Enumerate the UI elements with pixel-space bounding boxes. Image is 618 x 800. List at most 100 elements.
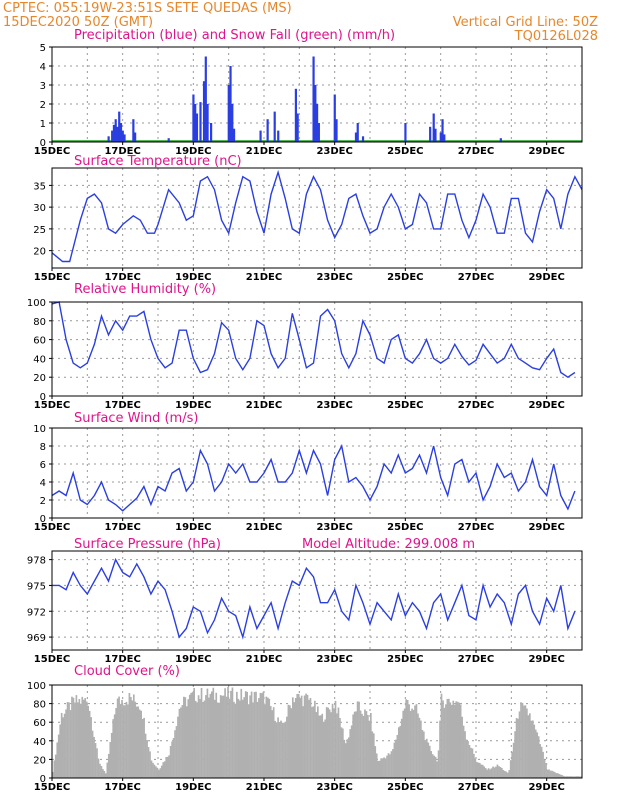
- cloud-bar: [289, 705, 291, 778]
- cloud-bar: [79, 703, 82, 778]
- cloud-bar: [297, 693, 300, 778]
- cloud-bar: [493, 767, 496, 778]
- cloud-bar: [461, 716, 463, 778]
- cloud-bar: [383, 757, 385, 778]
- cloud-bar: [85, 701, 88, 778]
- cloud-bar: [580, 776, 583, 778]
- cloud-bar: [464, 731, 466, 778]
- precip-bar: [118, 111, 121, 142]
- x-tick-label: 15DEC: [34, 146, 70, 157]
- cloud-bar: [314, 700, 316, 778]
- y-tick-label: 0: [40, 138, 46, 149]
- cloud-bar: [378, 760, 381, 778]
- x-tick-label: 23DEC: [316, 272, 352, 283]
- cloud-bar: [445, 704, 447, 778]
- panel-title: Surface Wind (m/s): [74, 411, 198, 426]
- cloud-bar: [206, 688, 209, 778]
- cloud-bar: [554, 772, 556, 778]
- y-tick-label: 4: [40, 62, 46, 73]
- cloud-bar: [308, 699, 310, 778]
- cloud-bar: [418, 717, 421, 778]
- x-tick-label: 21DEC: [246, 522, 282, 533]
- cloud-bar: [147, 747, 150, 778]
- cloud-bar: [434, 756, 437, 778]
- cloud-bar: [548, 769, 550, 778]
- cloud-bar: [138, 709, 141, 778]
- cloud-bar: [252, 702, 254, 778]
- cloud-bar: [112, 719, 115, 778]
- cloud-bar: [140, 710, 143, 778]
- precip-bar: [443, 134, 446, 142]
- cloud-bar: [56, 742, 59, 778]
- cloud-bar: [561, 775, 564, 778]
- x-tick-label: 21DEC: [246, 400, 282, 411]
- panel-2: 20 25 30 35 15DEC 17DEC 19DEC 21DEC 23DEC 25DEC 27…: [33, 154, 583, 283]
- cloud-bar: [556, 773, 559, 778]
- x-tick-label: 25DEC: [387, 654, 423, 665]
- cloud-bar: [303, 695, 306, 778]
- cloud-bar: [476, 761, 478, 778]
- y-tick-label: 60: [33, 336, 46, 347]
- cloud-bar: [118, 696, 120, 778]
- y-tick-label: 25: [33, 225, 46, 236]
- cloud-bar: [503, 770, 506, 778]
- cloud-bar: [109, 741, 112, 778]
- cloud-bar: [474, 758, 477, 778]
- cloud-bar: [499, 767, 502, 778]
- cloud-bar: [549, 770, 552, 778]
- cloud-bar: [106, 762, 109, 778]
- precip-bar: [333, 94, 336, 142]
- series-line: [51, 443, 576, 512]
- cloud-bar: [291, 697, 294, 778]
- cloud-bar: [191, 692, 194, 778]
- x-tick-label: 17DEC: [104, 400, 140, 411]
- x-tick-label: 15DEC: [34, 782, 70, 793]
- cloud-bar: [296, 693, 299, 778]
- cloud-bar: [153, 764, 156, 778]
- precip-bar: [441, 119, 444, 142]
- x-tick-label: 17DEC: [104, 782, 140, 793]
- cloud-bar: [362, 715, 365, 778]
- cloud-bar: [225, 696, 228, 778]
- cloud-bar: [462, 725, 465, 778]
- cloud-bar: [545, 763, 547, 778]
- cloud-bar: [135, 706, 138, 778]
- precip-bar: [277, 130, 280, 142]
- cloud-bar: [193, 688, 196, 778]
- cloud-bar: [412, 709, 415, 778]
- cloud-bar: [124, 705, 126, 778]
- cloud-bar: [171, 741, 173, 778]
- cloud-bar: [290, 708, 293, 778]
- cloud-bar: [66, 701, 69, 778]
- cloud-bar: [100, 766, 103, 778]
- cloud-bar: [115, 708, 117, 778]
- x-tick-label: 15DEC: [34, 272, 70, 283]
- cloud-bar: [216, 702, 219, 778]
- precip-bar: [354, 132, 358, 142]
- y-tick-label: 100: [27, 681, 46, 692]
- cloud-bar: [72, 697, 75, 778]
- y-tick-label: 20: [33, 755, 46, 766]
- cloud-bar: [450, 704, 453, 778]
- cloud-bar: [284, 721, 287, 778]
- cloud-bar: [156, 767, 159, 778]
- cloud-bar: [577, 776, 580, 778]
- cloud-bar: [509, 760, 512, 778]
- cloud-bar: [57, 734, 60, 778]
- cloud-bar: [336, 713, 338, 778]
- precip-bar: [112, 124, 116, 142]
- cloud-bar: [436, 761, 438, 778]
- cloud-bar: [533, 724, 536, 778]
- precip-bar: [134, 132, 137, 142]
- panel-frame: [51, 167, 583, 269]
- cloud-bar: [265, 696, 268, 778]
- cloud-bar: [446, 698, 449, 778]
- cloud-bar: [233, 701, 235, 778]
- cloud-bar: [250, 691, 253, 778]
- cloud-bar: [406, 699, 409, 778]
- x-tick-label: 25DEC: [387, 272, 423, 283]
- precip-bar: [107, 136, 110, 142]
- cloud-bar: [62, 717, 64, 778]
- y-tick-label: 1: [40, 119, 46, 130]
